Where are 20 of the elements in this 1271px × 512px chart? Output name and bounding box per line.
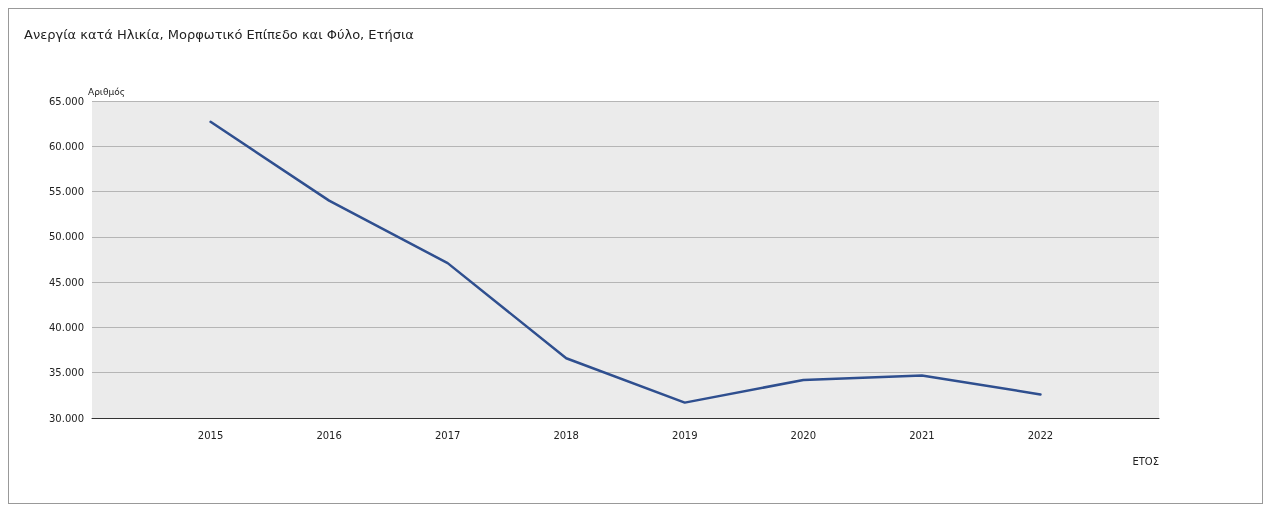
y-tick-label: 55.000: [49, 186, 84, 198]
x-tick-label: 2020: [790, 429, 817, 441]
x-tick-label: 2016: [316, 429, 342, 441]
y-tick-label: 45.000: [49, 276, 84, 288]
x-tick-label: 2018: [553, 429, 579, 441]
x-tick-label: 2019: [672, 429, 698, 441]
x-tick-label: 2015: [197, 429, 224, 441]
x-tick-label: 2021: [909, 429, 935, 441]
y-tick-label: 30.000: [49, 412, 84, 424]
x-tick-label: 2017: [434, 429, 461, 441]
y-tick-label: 60.000: [49, 140, 84, 152]
y-axis-title: Αριθμός: [88, 86, 125, 97]
y-tick-label: 65.000: [49, 95, 84, 107]
y-tick-label: 35.000: [49, 367, 84, 379]
y-tick-label: 50.000: [49, 231, 84, 243]
line-series: [209, 120, 1042, 404]
chart-title: Ανεργία κατά Ηλικία, Μορφωτικό Επίπεδο και Φύλο, Ετήσια: [24, 27, 414, 42]
x-axis-title: ΕΤΟΣ: [1132, 455, 1159, 467]
y-tick-label: 40.000: [49, 321, 84, 333]
x-tick-label: 2022: [1027, 429, 1054, 441]
